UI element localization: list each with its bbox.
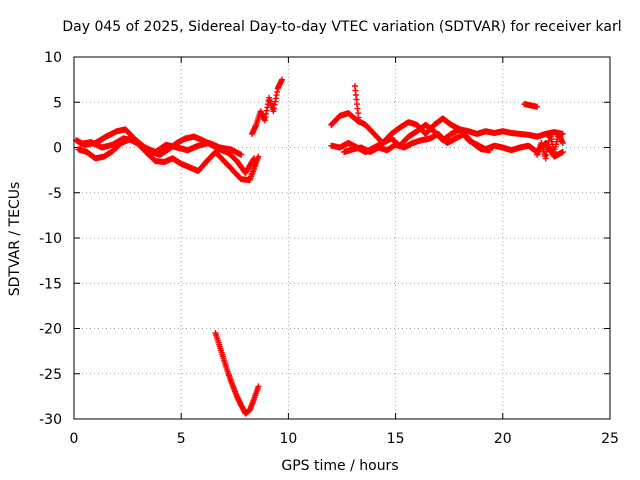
- series-segment-21h: [521, 101, 541, 110]
- y-axis-label: SDTVAR / TECUs: [7, 182, 23, 297]
- point-markers: [77, 135, 245, 158]
- series-tail-22h: [534, 130, 566, 162]
- point-markers: [351, 83, 363, 126]
- y-tick-label: -10: [39, 231, 62, 247]
- y-tick-label: -20: [39, 322, 62, 338]
- series-pre-gap-rise: [249, 76, 285, 137]
- y-tick-label: -5: [48, 186, 62, 202]
- series-spike-13h: [351, 83, 363, 126]
- point-markers: [249, 76, 285, 137]
- x-tick-label: 20: [494, 431, 512, 447]
- y-tick-label: 0: [53, 141, 62, 157]
- chart-title: Day 045 of 2025, Sidereal Day-to-day VTE…: [62, 19, 621, 35]
- y-tick-label: 5: [53, 95, 62, 111]
- y-axis-ticks: 10 5 0 -5 -10 -15 -20 -25 -30: [39, 50, 610, 428]
- y-tick-label: -30: [39, 412, 62, 428]
- x-tick-label: 15: [387, 431, 405, 447]
- y-tick-label: -15: [39, 276, 62, 292]
- point-markers: [534, 130, 566, 162]
- point-markers: [212, 330, 262, 417]
- data-points: [73, 76, 566, 417]
- point-markers: [521, 101, 541, 110]
- grid: [74, 57, 610, 419]
- x-tick-label: 10: [279, 431, 297, 447]
- x-axis-ticks: 0 5 10 15 20 25: [70, 57, 619, 447]
- x-tick-label: 0: [70, 431, 79, 447]
- point-markers: [341, 130, 493, 155]
- series-plunge: [212, 330, 262, 417]
- series-trace-f: [341, 130, 493, 155]
- x-axis-label: GPS time / hours: [281, 458, 398, 474]
- series-trace-c: [77, 135, 245, 158]
- x-tick-label: 25: [601, 431, 619, 447]
- x-tick-label: 5: [177, 431, 186, 447]
- plot-frame: [73, 56, 611, 420]
- y-tick-label: 10: [44, 50, 62, 66]
- y-tick-label: -25: [39, 367, 62, 383]
